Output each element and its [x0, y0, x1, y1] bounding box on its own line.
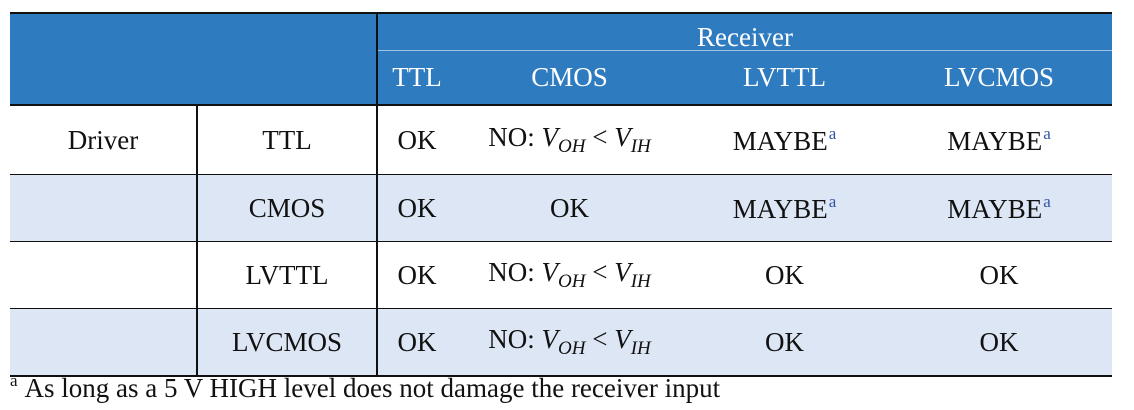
condition-prefix: NO: — [488, 324, 542, 354]
cell-text: MAYBE — [947, 125, 1043, 156]
cell-maybe: MAYBEa — [683, 105, 886, 175]
driver-name: LVCMOS — [197, 308, 378, 377]
cell-text: MAYBE — [732, 125, 828, 156]
cell-ok: OK — [377, 105, 456, 175]
voltage-symbol: V — [541, 257, 559, 287]
cell-ok: OK — [886, 308, 1112, 377]
cell-text: MAYBE — [947, 193, 1043, 224]
cell-ok: OK — [683, 308, 886, 377]
receiver-label: Receiver — [697, 21, 793, 52]
voltage-subscript: IH — [630, 338, 651, 359]
header-corner-cell — [10, 12, 377, 51]
cell-maybe: MAYBEa — [886, 174, 1112, 242]
table-row: Driver TTL OK NO: VOH < VIH MAYBEa MAYBE… — [10, 105, 1112, 175]
comparison-operator: < — [585, 324, 615, 354]
comparison-operator: < — [585, 122, 615, 152]
voltage-symbol: V — [541, 122, 559, 152]
header-row-columns: TTL CMOS LVTTL LVCMOS — [10, 50, 1112, 106]
column-header-ttl: TTL — [376, 50, 456, 106]
cell-ok: OK — [683, 241, 886, 309]
driver-name: LVTTL — [197, 241, 378, 309]
cell-ok: OK — [456, 174, 683, 242]
voltage-subscript: OH — [558, 338, 586, 359]
cell-text: MAYBE — [732, 193, 828, 224]
cell-voltage-condition: NO: VOH < VIH — [456, 241, 683, 309]
footnote-marker: a — [1043, 123, 1051, 143]
table-row: CMOS OK OK MAYBEa MAYBEa — [10, 174, 1112, 242]
column-header-lvcmos: LVCMOS — [886, 50, 1112, 106]
cell-ok: OK — [377, 174, 456, 242]
cell-maybe: MAYBEa — [886, 105, 1112, 175]
table-row: LVTTL OK NO: VOH < VIH OK OK — [10, 241, 1112, 309]
voltage-subscript: OH — [558, 136, 586, 157]
condition-prefix: NO: — [488, 122, 542, 152]
cell-ok: OK — [886, 241, 1112, 309]
voltage-symbol: V — [614, 122, 631, 152]
table-header: Receiver TTL CMOS LVTTL LVCMOS — [10, 12, 1112, 106]
footnote-mark: a — [10, 371, 18, 390]
footnote-text: As long as a 5 V HIGH level does not dam… — [24, 373, 721, 403]
voltage-subscript: OH — [558, 271, 586, 292]
driver-name: CMOS — [197, 174, 378, 242]
row-group-spacer — [10, 174, 198, 242]
footnote-marker: a — [1043, 191, 1051, 211]
voltage-symbol: V — [614, 257, 631, 287]
logic-level-compatibility-table: Receiver TTL CMOS LVTTL LVCMOS Driver TT… — [10, 12, 1112, 377]
compatibility-table-container: Receiver TTL CMOS LVTTL LVCMOS Driver TT… — [10, 12, 1112, 377]
footnote-marker: a — [828, 191, 837, 211]
voltage-subscript: IH — [630, 136, 651, 157]
cell-voltage-condition: NO: VOH < VIH — [456, 308, 683, 377]
comparison-operator: < — [585, 257, 615, 287]
driver-name: TTL — [197, 105, 378, 175]
condition-prefix: NO: — [488, 257, 542, 287]
column-header-lvttl: LVTTL — [683, 50, 886, 106]
cell-maybe: MAYBEa — [683, 174, 886, 242]
table-row: LVCMOS OK NO: VOH < VIH OK OK — [10, 308, 1112, 377]
row-group-label-driver: Driver — [10, 105, 198, 175]
row-group-spacer — [10, 308, 198, 377]
voltage-symbol: V — [614, 324, 631, 354]
cell-voltage-condition: NO: VOH < VIH — [456, 105, 683, 175]
cell-ok: OK — [377, 308, 456, 377]
voltage-symbol: V — [541, 324, 559, 354]
row-group-spacer — [10, 241, 198, 309]
cell-ok: OK — [377, 241, 456, 309]
column-header-cmos: CMOS — [456, 50, 683, 106]
receiver-group-header: Receiver — [376, 12, 1112, 52]
table-footnote: a As long as a 5 V HIGH level does not da… — [10, 371, 720, 404]
voltage-subscript: IH — [630, 271, 651, 292]
table-body: Driver TTL OK NO: VOH < VIH MAYBEa MAYBE… — [10, 105, 1112, 377]
footnote-marker: a — [828, 123, 837, 143]
header-corner-cell-lower — [10, 50, 377, 106]
header-row-group: Receiver — [10, 12, 1112, 52]
